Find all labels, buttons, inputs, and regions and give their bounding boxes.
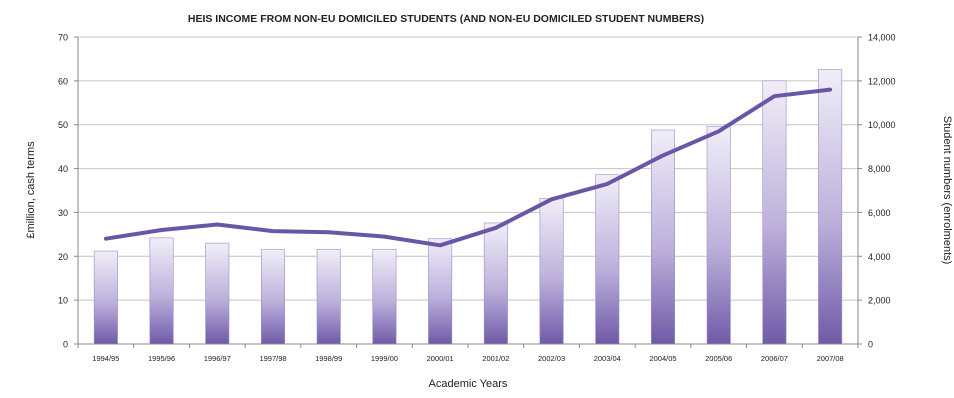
bar bbox=[706, 126, 731, 345]
bar bbox=[483, 222, 508, 345]
bar bbox=[93, 250, 118, 345]
x-tick-label: 1998/99 bbox=[315, 354, 342, 363]
left-axis-ticks: 0 10 20 30 40 50 60 70 bbox=[58, 33, 78, 350]
bar bbox=[428, 238, 453, 345]
line-series bbox=[103, 87, 833, 248]
y-tick-label: 0 bbox=[63, 340, 68, 350]
bar bbox=[650, 129, 675, 345]
x-tick-label: 1999/00 bbox=[371, 354, 398, 363]
y-tick-label: 40 bbox=[58, 164, 68, 174]
bar bbox=[595, 174, 620, 345]
y2-tick-label: 10,000 bbox=[868, 120, 896, 130]
student-numbers-line bbox=[103, 87, 833, 248]
y-tick-label: 70 bbox=[58, 33, 68, 43]
x-axis-ticks: 1994/95 1995/96 1996/97 1997/98 1998/99 1999/… bbox=[77, 344, 859, 363]
bar bbox=[539, 198, 564, 345]
bar bbox=[149, 237, 174, 345]
y-axis-label: £million, cash terms bbox=[25, 141, 37, 239]
x-tick-label: 1995/96 bbox=[148, 354, 175, 363]
y2-tick-label: 14,000 bbox=[868, 33, 896, 43]
x-tick-label: 1996/97 bbox=[204, 354, 231, 363]
bar bbox=[762, 80, 787, 345]
bar bbox=[818, 69, 843, 345]
y-tick-label: 10 bbox=[58, 296, 68, 306]
bar bbox=[372, 248, 397, 345]
y-tick-label: 20 bbox=[58, 252, 68, 262]
bar-series bbox=[93, 69, 843, 345]
bar bbox=[205, 242, 230, 345]
bar bbox=[260, 249, 285, 345]
y2-tick-label: 0 bbox=[868, 340, 873, 350]
y2-tick-label: 12,000 bbox=[868, 76, 896, 86]
y2-tick-label: 8,000 bbox=[868, 164, 891, 174]
y-tick-label: 60 bbox=[58, 76, 68, 86]
x-tick-label: 1997/98 bbox=[259, 354, 286, 363]
y2-axis-label: Student numbers (enrolments) bbox=[941, 116, 953, 265]
y2-tick-label: 6,000 bbox=[868, 208, 891, 218]
x-tick-label: 2001/02 bbox=[482, 354, 509, 363]
y2-tick-label: 4,000 bbox=[868, 252, 891, 262]
y-tick-label: 50 bbox=[58, 120, 68, 130]
x-tick-label: 1994/95 bbox=[92, 354, 119, 363]
x-tick-label: 2003/04 bbox=[594, 354, 621, 363]
x-tick-label: 2000/01 bbox=[427, 354, 454, 363]
x-tick-label: 2005/06 bbox=[705, 354, 732, 363]
x-tick-label: 2007/08 bbox=[817, 354, 844, 363]
y-tick-label: 30 bbox=[58, 208, 68, 218]
gridlines bbox=[78, 36, 858, 301]
chart-title: HEIS INCOME FROM NON-EU DOMICILED STUDEN… bbox=[188, 13, 704, 25]
x-tick-label: 2004/05 bbox=[649, 354, 676, 363]
right-axis-ticks: 0 2,000 4,000 6,000 8,000 10,000 12,000 14,000 bbox=[858, 33, 896, 350]
bar bbox=[316, 248, 341, 345]
x-axis-label: Academic Years bbox=[429, 378, 508, 390]
x-tick-label: 2006/07 bbox=[761, 354, 788, 363]
axes bbox=[77, 37, 859, 345]
y2-tick-label: 2,000 bbox=[868, 296, 891, 306]
x-tick-label: 2002/03 bbox=[538, 354, 565, 363]
